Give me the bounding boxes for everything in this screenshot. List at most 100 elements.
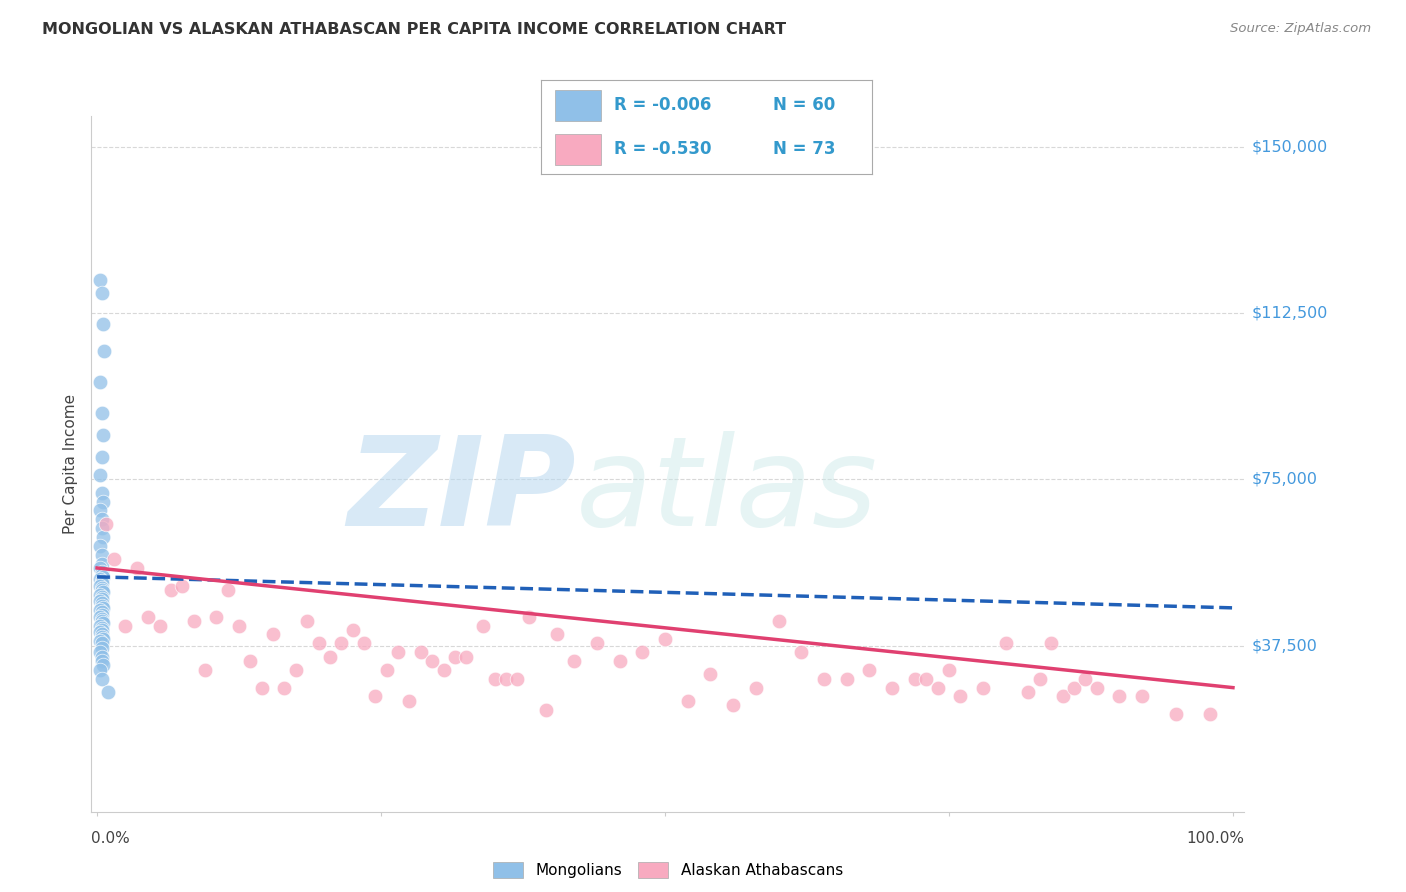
Point [90,607,112,622]
Point [813,672,835,686]
Point [89,625,111,640]
Point [90,485,112,500]
Point [90,557,112,571]
Point [172,579,194,593]
Point [91,585,114,599]
Point [90,286,112,301]
Point [125,561,148,575]
Point [420,654,443,668]
Point [90,596,112,610]
Point [330,636,353,650]
FancyBboxPatch shape [554,89,600,120]
Point [96,516,118,531]
Point [90,583,112,598]
Point [654,632,676,646]
Text: $37,500: $37,500 [1251,638,1317,653]
Point [89,579,111,593]
Text: Source: ZipAtlas.com: Source: ZipAtlas.com [1230,22,1371,36]
Point [217,583,239,598]
Point [90,672,112,686]
Point [1130,690,1153,704]
Point [534,703,557,717]
Point [89,467,111,482]
Point [342,623,364,637]
Point [90,599,112,613]
Point [90,548,112,562]
Point [444,649,467,664]
Point [239,654,262,668]
Point [228,618,250,632]
Point [835,672,858,686]
Point [90,649,112,664]
Point [495,672,517,686]
Point [631,645,654,659]
Text: $75,000: $75,000 [1251,472,1317,487]
Point [745,681,768,695]
Point [1018,685,1040,699]
Text: N = 73: N = 73 [773,140,835,158]
Point [103,552,125,566]
Point [160,583,183,598]
Point [90,592,112,607]
Point [90,590,112,604]
Point [91,600,114,615]
Point [89,634,111,648]
Point [915,672,938,686]
Point [89,588,111,602]
Point [91,570,114,584]
Point [319,649,342,664]
Point [91,616,114,631]
Point [1063,681,1085,695]
Point [506,672,529,686]
Point [353,636,375,650]
Text: 100.0%: 100.0% [1187,831,1244,847]
Point [398,694,420,708]
Text: $150,000: $150,000 [1251,139,1327,154]
Point [90,512,112,526]
Point [262,627,284,641]
Y-axis label: Per Capita Income: Per Capita Income [63,393,79,534]
Point [89,561,111,575]
Point [89,663,111,677]
Point [949,690,972,704]
Point [284,663,307,677]
Point [90,605,112,619]
Point [546,627,568,641]
Point [972,681,994,695]
Point [93,343,115,358]
Point [586,636,609,650]
Point [295,614,318,628]
Point [89,645,111,659]
Point [790,645,813,659]
Point [91,494,114,508]
Text: N = 60: N = 60 [773,96,835,114]
Point [91,428,114,442]
Point [250,681,273,695]
Point [89,375,111,389]
Point [1085,681,1108,695]
Point [90,654,112,668]
Point [89,539,111,553]
Point [183,614,205,628]
Text: R = -0.530: R = -0.530 [614,140,711,158]
Point [90,566,112,580]
Point [97,685,120,699]
Point [472,618,495,632]
Text: $112,500: $112,500 [1251,306,1327,320]
Point [90,640,112,655]
Point [882,681,904,695]
Point [90,621,112,635]
Point [90,614,112,628]
Point [1040,636,1063,650]
Point [721,698,744,713]
Point [89,603,111,617]
Point [89,572,111,586]
Point [364,690,387,704]
Point [89,609,111,624]
Point [994,636,1017,650]
Point [1108,690,1130,704]
Point [409,645,432,659]
Point [89,273,111,287]
Text: ZIP: ZIP [347,431,575,552]
Point [609,654,631,668]
